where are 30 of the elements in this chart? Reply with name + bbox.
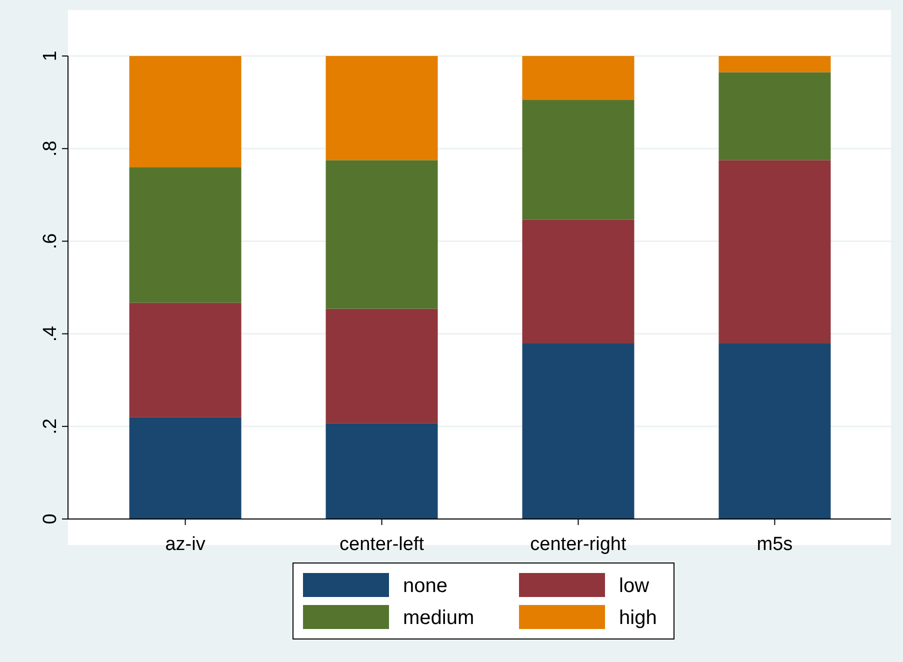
bar [129, 56, 242, 168]
bar [522, 220, 634, 344]
bar [522, 100, 634, 220]
y-tick-label: 1 [40, 50, 61, 62]
x-tick-label: center-right [530, 534, 627, 555]
bar [326, 423, 438, 519]
bar [718, 56, 831, 72]
y-tick-label: 0 [40, 514, 61, 524]
y-tick-label: .8 [40, 140, 61, 157]
legend-label: high [619, 607, 657, 629]
x-tick-label: m5s [756, 534, 793, 555]
bar [718, 72, 831, 160]
legend-label: medium [403, 607, 474, 629]
legend-label: none [403, 575, 448, 597]
bar [326, 56, 438, 160]
bar [326, 160, 438, 309]
bar [326, 308, 438, 424]
legend-label: low [619, 575, 650, 597]
x-tick-label: center-left [340, 534, 425, 555]
bar [129, 417, 242, 519]
bar [718, 160, 831, 344]
y-tick-label: .2 [40, 418, 61, 434]
bar [522, 56, 634, 100]
y-tick-label: .4 [40, 325, 61, 342]
bar [522, 343, 634, 519]
bar [129, 167, 242, 303]
bar [718, 343, 831, 519]
x-tick-label: az-iv [165, 534, 206, 555]
y-tick-label: .6 [40, 233, 61, 250]
bar [129, 302, 242, 418]
